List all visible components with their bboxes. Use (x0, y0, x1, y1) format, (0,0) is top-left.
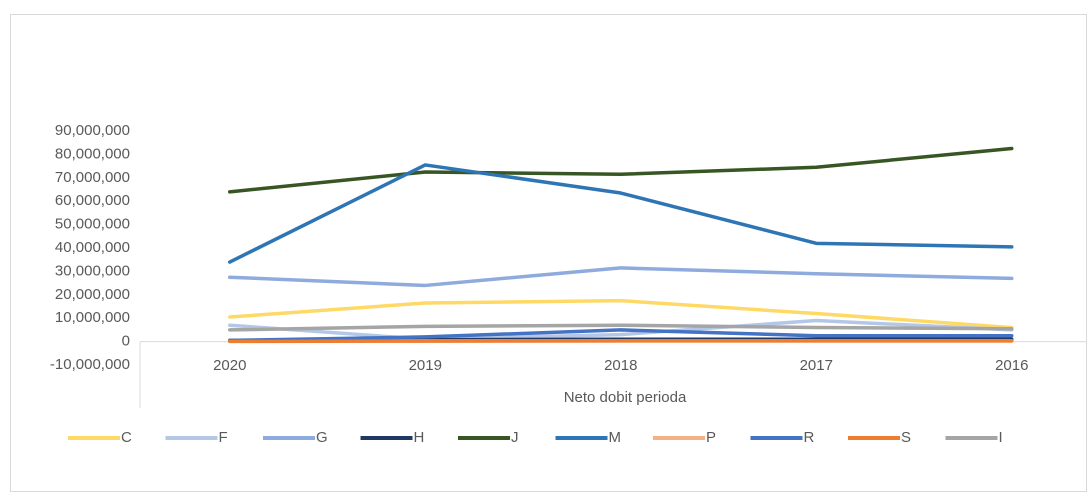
series-line (228, 323, 1014, 332)
x-tick-label: 2020 (213, 357, 246, 374)
legend-label: G (316, 429, 328, 446)
series-line (228, 318, 1014, 342)
y-tick-label: 50,000,000 (55, 216, 130, 233)
y-tick-label: 80,000,000 (55, 145, 130, 162)
legend-label: P (706, 429, 716, 446)
y-tick-label: 30,000,000 (55, 262, 130, 279)
y-tick-label: 40,000,000 (55, 239, 130, 256)
x-axis-title: Neto dobit perioda (564, 389, 687, 406)
legend-label: F (219, 429, 228, 446)
x-tick-label: 2018 (604, 357, 637, 374)
y-tick-label: 10,000,000 (55, 309, 130, 326)
x-tick-label: 2017 (800, 357, 833, 374)
legend-label: I (999, 429, 1003, 446)
legend-label: M (609, 429, 622, 446)
y-tick-label: 0 (122, 333, 130, 350)
y-tick-label: -10,000,000 (50, 356, 130, 373)
legend-label: R (804, 429, 815, 446)
y-tick-label: 60,000,000 (55, 192, 130, 209)
series-line (228, 146, 1014, 194)
legend-label: H (414, 429, 425, 446)
series-line (228, 163, 1014, 264)
x-tick-label: 2016 (995, 357, 1028, 374)
x-tick-label: 2019 (409, 357, 442, 374)
series-line (228, 266, 1014, 288)
legend-label: J (511, 429, 519, 446)
y-tick-label: 90,000,000 (55, 122, 130, 139)
legend-label: S (901, 429, 911, 446)
series-line (228, 328, 1014, 343)
y-tick-label: 70,000,000 (55, 169, 130, 186)
y-tick-label: 20,000,000 (55, 286, 130, 303)
legend-label: C (121, 429, 132, 446)
series-line (228, 298, 1014, 330)
chart-border (10, 14, 1087, 492)
